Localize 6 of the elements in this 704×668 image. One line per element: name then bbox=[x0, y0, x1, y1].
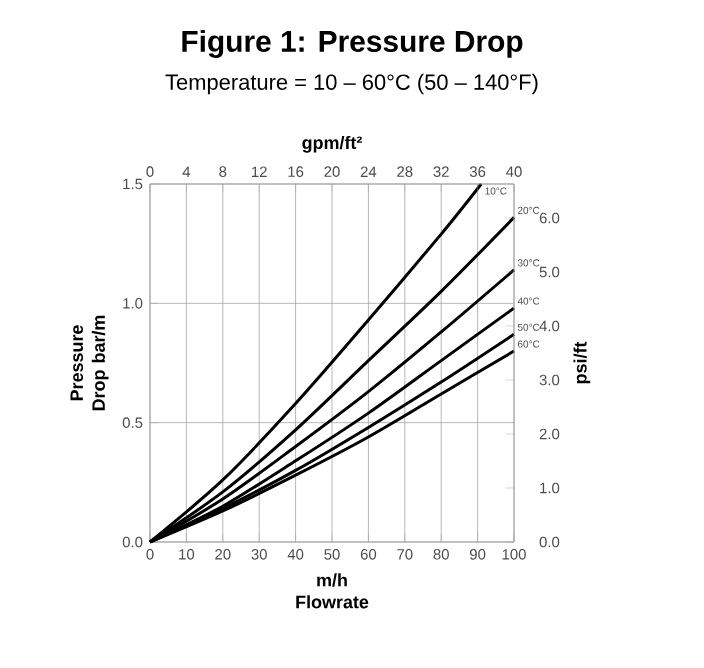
y2-axis-title: psi/ft bbox=[573, 341, 591, 384]
x2-axis-title: gpm/ft² bbox=[302, 135, 362, 153]
chart-subtitle: Temperature = 10 – 60°C (50 – 140°F) bbox=[165, 73, 538, 95]
x-axis-title: m/h Flowrate bbox=[296, 573, 369, 609]
y-axis-title: Pressure Drop bar/m bbox=[70, 315, 109, 411]
chart-title: Figure 1: Pressure Drop bbox=[182, 30, 523, 58]
